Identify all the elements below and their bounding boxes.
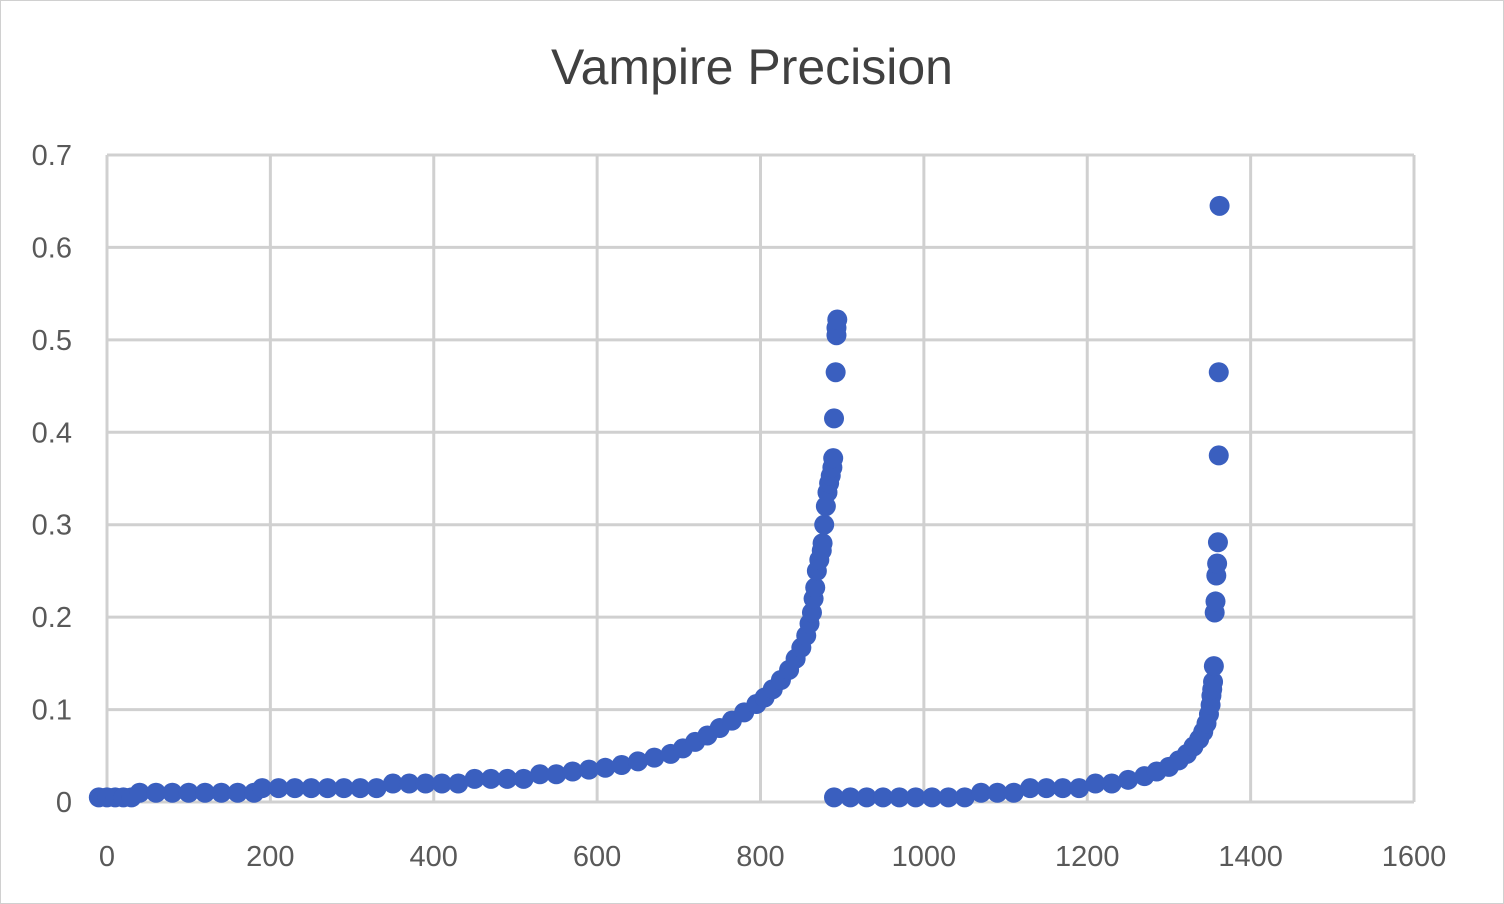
data-point (252, 778, 273, 799)
data-point (812, 533, 833, 554)
y-tick-label: 0.1 (32, 695, 72, 727)
data-point (971, 782, 992, 803)
data-point (448, 773, 469, 794)
data-point (317, 778, 338, 799)
data-point (350, 778, 371, 799)
data-point (146, 782, 167, 803)
data-point (1205, 591, 1226, 612)
data-point (840, 787, 861, 808)
data-point (627, 751, 648, 772)
data-point (227, 782, 248, 803)
data-point (382, 773, 403, 794)
data-point (333, 778, 354, 799)
data-point (905, 787, 926, 808)
y-tick-label: 0.3 (32, 510, 72, 542)
data-point (1208, 445, 1229, 466)
data-point (1020, 778, 1041, 799)
y-tick-label: 0.2 (32, 602, 72, 634)
data-point (1085, 773, 1106, 794)
data-point (195, 782, 216, 803)
y-tick-label: 0 (56, 787, 72, 819)
data-point (578, 759, 599, 780)
y-tick-label: 0.7 (32, 140, 72, 172)
data-point (529, 764, 550, 785)
data-point (1207, 553, 1228, 574)
data-point (1052, 778, 1073, 799)
data-point (1203, 671, 1224, 692)
data-point (129, 782, 150, 803)
data-point (987, 782, 1008, 803)
data-point (1036, 778, 1057, 799)
data-point (301, 778, 322, 799)
x-tick-label: 1000 (892, 841, 957, 873)
data-point (1069, 778, 1090, 799)
data-point (824, 408, 845, 429)
data-point (415, 773, 436, 794)
data-point (595, 757, 616, 778)
chart-title: Vampire Precision (550, 39, 953, 95)
y-tick-label: 0.4 (32, 417, 72, 449)
x-tick-label: 600 (573, 841, 621, 873)
data-point (1208, 362, 1229, 383)
data-point (546, 764, 567, 785)
data-point (1207, 532, 1228, 553)
data-point (827, 309, 848, 330)
data-point (1003, 782, 1024, 803)
data-point (856, 787, 877, 808)
data-point (464, 768, 485, 789)
data-point (497, 768, 518, 789)
data-point (823, 448, 844, 469)
data-point (1203, 656, 1224, 677)
x-tick-label: 1200 (1055, 841, 1120, 873)
data-point (611, 755, 632, 776)
data-point (1101, 773, 1122, 794)
x-tick-label: 800 (736, 841, 784, 873)
data-point (513, 768, 534, 789)
y-tick-label: 0.6 (32, 232, 72, 264)
data-point (162, 782, 183, 803)
data-point (562, 761, 583, 782)
data-point (480, 768, 501, 789)
data-point (873, 787, 894, 808)
data-point (1209, 195, 1230, 216)
data-point (954, 787, 975, 808)
data-point (805, 577, 826, 598)
data-point (431, 773, 452, 794)
data-point (938, 787, 959, 808)
data-point (366, 778, 387, 799)
y-tick-label: 0.5 (32, 325, 72, 357)
data-point (284, 778, 305, 799)
data-point (1118, 769, 1139, 790)
data-point (825, 362, 846, 383)
x-tick-label: 1400 (1218, 841, 1283, 873)
data-point (211, 782, 232, 803)
data-point (922, 787, 943, 808)
data-point (824, 787, 845, 808)
data-point (178, 782, 199, 803)
x-tick-label: 200 (246, 841, 294, 873)
data-point (814, 514, 835, 535)
data-point (399, 773, 420, 794)
data-point (889, 787, 910, 808)
x-tick-label: 400 (410, 841, 458, 873)
data-point (644, 747, 665, 768)
x-tick-label: 0 (99, 841, 115, 873)
data-point (268, 778, 289, 799)
x-tick-label: 1600 (1382, 841, 1447, 873)
